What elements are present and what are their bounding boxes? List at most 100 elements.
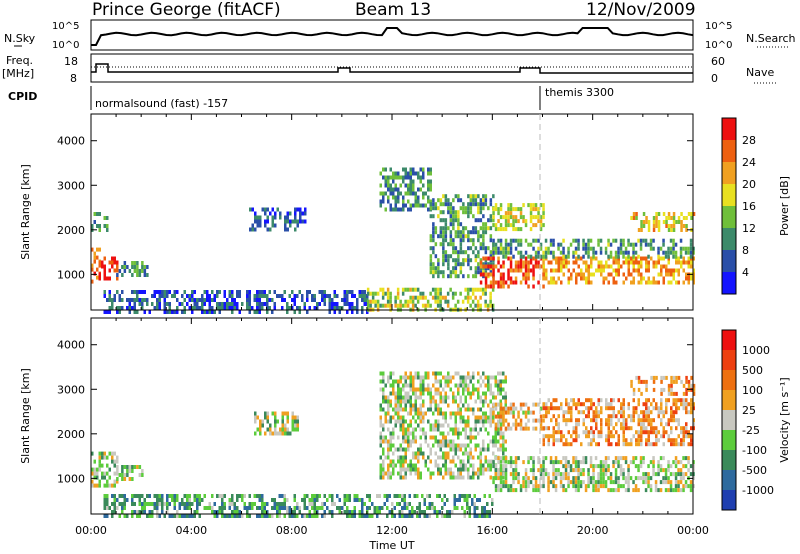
data-cell xyxy=(507,488,510,493)
data-cell xyxy=(457,210,460,215)
data-cell xyxy=(509,238,513,243)
data-cell xyxy=(504,391,507,396)
data-cell xyxy=(382,427,385,432)
data-cell xyxy=(484,280,488,285)
data-cell xyxy=(444,383,447,388)
data-cell xyxy=(213,502,216,506)
data-cell xyxy=(346,514,349,518)
data-cell xyxy=(652,430,655,435)
data-cell xyxy=(472,238,475,243)
data-cell xyxy=(417,199,420,204)
data-cell xyxy=(379,303,382,308)
velocity-panel-region-6 xyxy=(492,402,545,431)
data-cell xyxy=(419,387,422,392)
data-cell xyxy=(507,406,510,411)
data-cell xyxy=(632,418,635,423)
data-cell xyxy=(306,494,309,498)
data-cell xyxy=(680,379,683,384)
data-cell xyxy=(474,443,477,448)
data-cell xyxy=(444,222,448,227)
data-cell xyxy=(662,256,665,261)
data-cell xyxy=(474,202,478,207)
data-cell xyxy=(637,264,640,269)
data-cell xyxy=(662,410,665,415)
data-cell xyxy=(537,484,540,489)
data-cell xyxy=(619,464,623,469)
data-cell xyxy=(622,238,625,243)
data-cell xyxy=(584,246,588,251)
data-cell xyxy=(256,219,259,224)
data-cell xyxy=(512,238,515,243)
data-cell xyxy=(419,451,422,456)
data-cell xyxy=(236,302,239,306)
data-cell xyxy=(617,250,620,255)
data-cell xyxy=(542,203,545,208)
data-cell xyxy=(539,406,543,411)
data-cell xyxy=(226,298,229,302)
data-cell xyxy=(589,246,593,251)
data-cell xyxy=(677,488,680,493)
data-cell xyxy=(386,295,390,300)
data-cell xyxy=(565,260,568,265)
data-cell xyxy=(462,206,465,211)
velocity-panel-region-2 xyxy=(254,411,299,436)
data-cell xyxy=(497,414,500,419)
data-cell xyxy=(389,303,392,308)
data-cell xyxy=(409,471,412,476)
data-cell xyxy=(321,290,324,294)
data-cell xyxy=(449,210,453,215)
data-cell xyxy=(248,514,251,518)
data-cell xyxy=(497,371,500,376)
data-cell xyxy=(482,463,485,468)
data-cell xyxy=(449,459,452,464)
data-cell xyxy=(419,415,422,420)
data-cell xyxy=(422,427,425,432)
data-cell xyxy=(409,379,412,384)
data-cell xyxy=(580,442,583,447)
data-cell xyxy=(254,419,257,424)
data-cell xyxy=(687,430,690,435)
data-cell xyxy=(642,410,645,415)
data-cell xyxy=(106,479,109,484)
data-cell xyxy=(562,246,565,251)
colorbar-segment xyxy=(722,470,736,490)
data-cell xyxy=(397,411,400,416)
data-cell xyxy=(609,476,613,481)
data-cell xyxy=(602,264,605,269)
data-cell xyxy=(368,506,371,510)
data-cell xyxy=(358,498,361,502)
data-cell xyxy=(457,475,460,480)
data-cell xyxy=(610,442,613,447)
data-cell xyxy=(419,395,422,400)
power-panel-region-10 xyxy=(542,256,695,285)
data-cell xyxy=(111,483,114,488)
data-cell xyxy=(672,254,675,259)
data-cell xyxy=(542,402,545,407)
data-cell xyxy=(479,246,483,251)
data-cell xyxy=(687,276,690,281)
data-cell xyxy=(128,477,132,481)
data-cell xyxy=(223,290,226,294)
data-cell xyxy=(254,411,257,416)
data-cell xyxy=(363,502,366,506)
data-cell xyxy=(331,302,334,306)
data-cell xyxy=(228,302,231,306)
data-cell xyxy=(487,431,490,436)
data-cell xyxy=(687,280,690,285)
data-cell xyxy=(136,514,139,518)
data-cell xyxy=(248,294,251,298)
data-cell xyxy=(491,287,495,292)
data-cell xyxy=(542,406,545,411)
data-cell xyxy=(692,460,695,465)
data-cell xyxy=(178,302,181,306)
data-cell xyxy=(585,280,588,285)
data-cell xyxy=(106,502,109,506)
data-cell xyxy=(577,418,580,423)
nave-label: Nave xyxy=(746,66,774,79)
data-cell xyxy=(657,280,660,285)
data-cell xyxy=(419,175,422,180)
data-cell xyxy=(449,254,453,259)
data-cell xyxy=(687,212,691,216)
data-cell xyxy=(126,265,129,269)
data-cell xyxy=(389,375,392,380)
